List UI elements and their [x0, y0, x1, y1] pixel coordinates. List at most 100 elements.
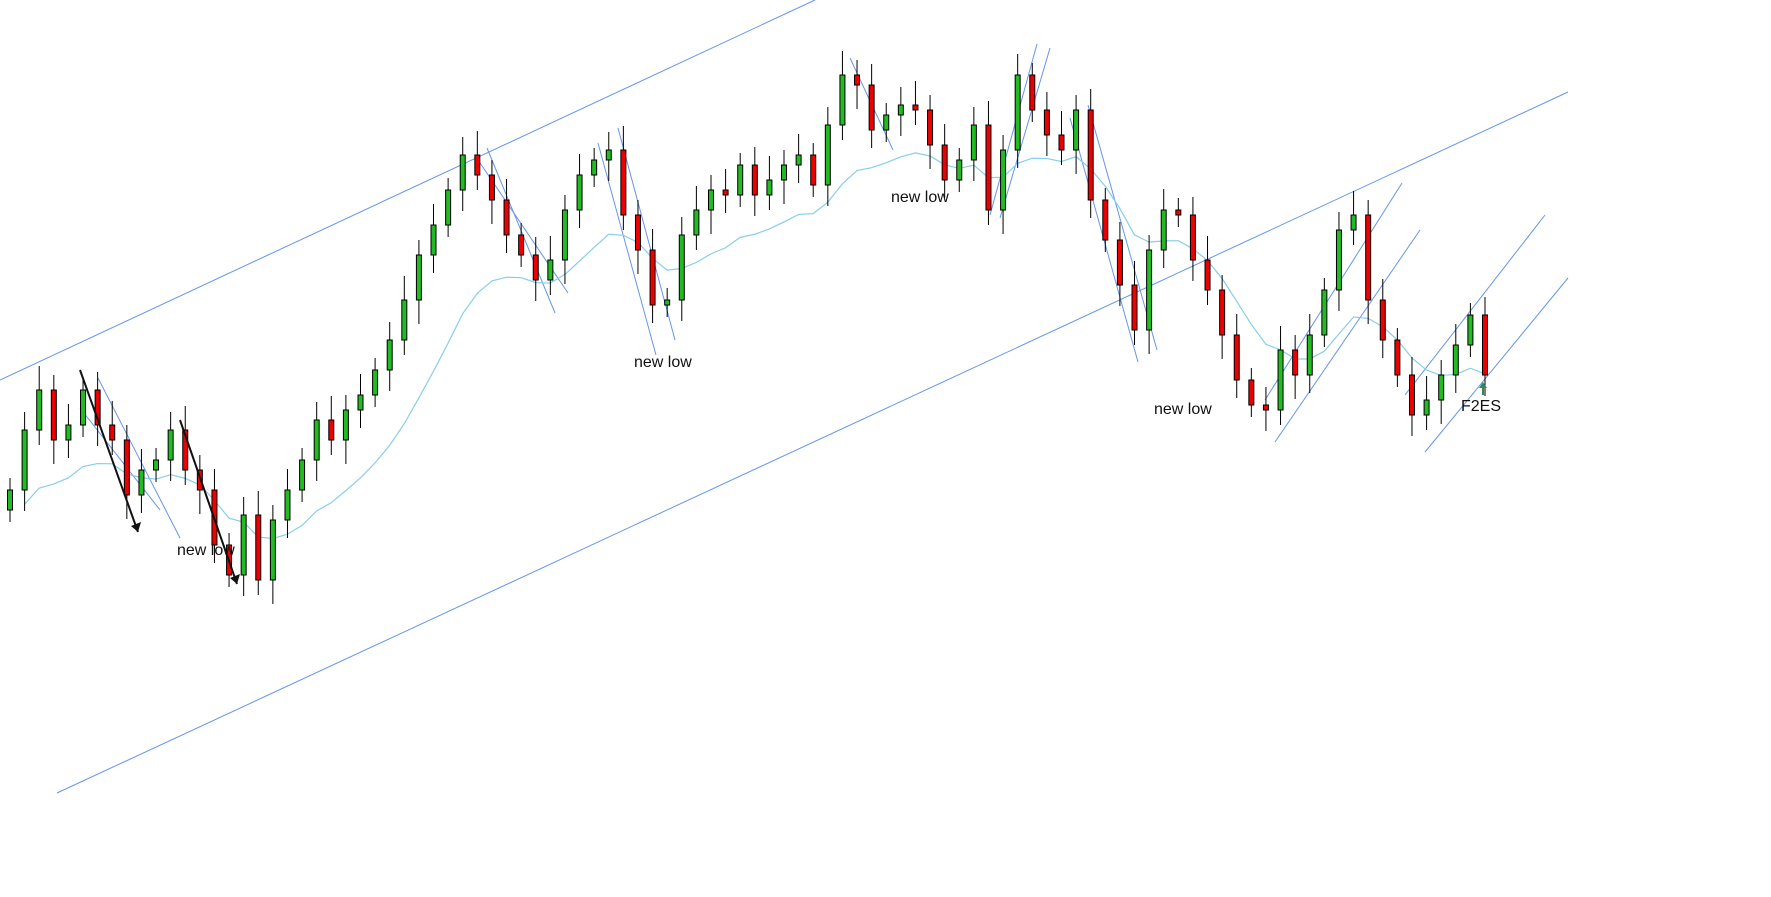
candle-body-up — [1306, 334, 1313, 376]
candle — [503, 179, 510, 253]
candle-body-down — [1116, 239, 1123, 286]
candle-body-down — [751, 164, 758, 196]
candle-body-up — [678, 234, 685, 301]
candle — [1058, 111, 1065, 165]
candle-body-up — [445, 189, 452, 226]
candle-body-up — [1335, 229, 1342, 291]
candle — [824, 107, 831, 206]
candle-body-up — [342, 409, 349, 441]
candle — [1029, 63, 1036, 122]
candle — [737, 153, 744, 207]
candle-body-up — [897, 104, 904, 116]
candle-body-up — [693, 209, 700, 236]
candle — [1146, 235, 1153, 354]
candle-body-down — [912, 104, 919, 111]
candle-body-up — [664, 299, 671, 306]
moving-average-line — [24, 152, 1486, 540]
candle — [488, 160, 495, 224]
candle-body-down — [94, 389, 101, 426]
trendline — [1404, 214, 1546, 396]
candle — [941, 124, 948, 198]
trendline — [0, 0, 816, 381]
candle-body-down — [634, 214, 641, 251]
trendline — [999, 47, 1051, 219]
candle — [912, 81, 919, 125]
candle — [153, 448, 160, 482]
candle — [1204, 236, 1211, 305]
candle — [386, 322, 393, 391]
candle-body-up — [1160, 209, 1167, 251]
candle-body-up — [605, 149, 612, 161]
candle-body-down — [1029, 74, 1036, 111]
candle-body-down — [1102, 199, 1109, 241]
candle — [781, 150, 788, 204]
candle — [766, 156, 773, 210]
candle-body-down — [1131, 284, 1138, 331]
candle — [970, 107, 977, 181]
candle — [240, 497, 247, 596]
candle-body-down — [868, 84, 875, 131]
candle — [1189, 197, 1196, 281]
candle — [50, 375, 57, 464]
candle-body-up — [401, 299, 408, 341]
candle — [883, 103, 890, 142]
candle-body-down — [109, 424, 116, 441]
candle — [649, 229, 656, 323]
candle — [372, 358, 379, 407]
candle-body-down — [1204, 259, 1211, 291]
annotation-new-low-4: new low — [1154, 401, 1212, 418]
candle — [1014, 54, 1021, 168]
trendline — [1264, 182, 1403, 401]
candle-body-down — [255, 514, 262, 581]
candle-body-up — [240, 514, 247, 576]
candle-body-down — [488, 174, 495, 201]
candle — [1175, 198, 1182, 227]
candle — [1116, 222, 1123, 306]
candle — [956, 148, 963, 192]
candle-body-down — [1262, 404, 1269, 411]
candle — [1102, 188, 1109, 252]
candle-body-up — [781, 164, 788, 181]
candle — [65, 404, 72, 458]
candle — [1452, 324, 1459, 393]
candle — [1219, 275, 1226, 359]
trendline — [597, 142, 657, 356]
candle-body-up — [1146, 249, 1153, 331]
candle-body-up — [415, 254, 422, 301]
candle-body-up — [1467, 314, 1474, 346]
arrow-line — [179, 419, 238, 585]
candle-body-up — [1073, 109, 1080, 151]
annotation-new-low-1: new low — [177, 542, 235, 559]
candle — [1233, 314, 1240, 398]
candle-body-up — [1350, 214, 1357, 231]
candle — [605, 132, 612, 181]
candle-body-up — [956, 159, 963, 181]
candle — [299, 448, 306, 502]
candle-body-up — [1277, 349, 1284, 411]
candle — [80, 378, 87, 437]
trendline — [97, 377, 181, 539]
candle-body-down — [1365, 214, 1372, 301]
candle — [1131, 261, 1138, 345]
candle — [810, 143, 817, 197]
candle — [1292, 335, 1299, 399]
candle-body-up — [766, 179, 773, 196]
candle — [707, 175, 714, 234]
candle — [985, 101, 992, 225]
trendline — [1274, 229, 1421, 443]
candle-body-up — [1014, 74, 1021, 151]
candle — [927, 95, 934, 169]
trendline — [617, 127, 676, 341]
trendline — [989, 43, 1038, 216]
candle-body-up — [357, 394, 364, 411]
candle — [576, 154, 583, 228]
candle-body-down — [182, 429, 189, 471]
candle — [591, 148, 598, 187]
candle — [1379, 279, 1386, 358]
candle-body-down — [1408, 374, 1415, 416]
candle-body-down — [518, 234, 525, 256]
candle-body-up — [561, 209, 568, 261]
candle-body-up — [269, 519, 276, 581]
candle — [1073, 95, 1080, 174]
candle-body-up — [970, 124, 977, 161]
